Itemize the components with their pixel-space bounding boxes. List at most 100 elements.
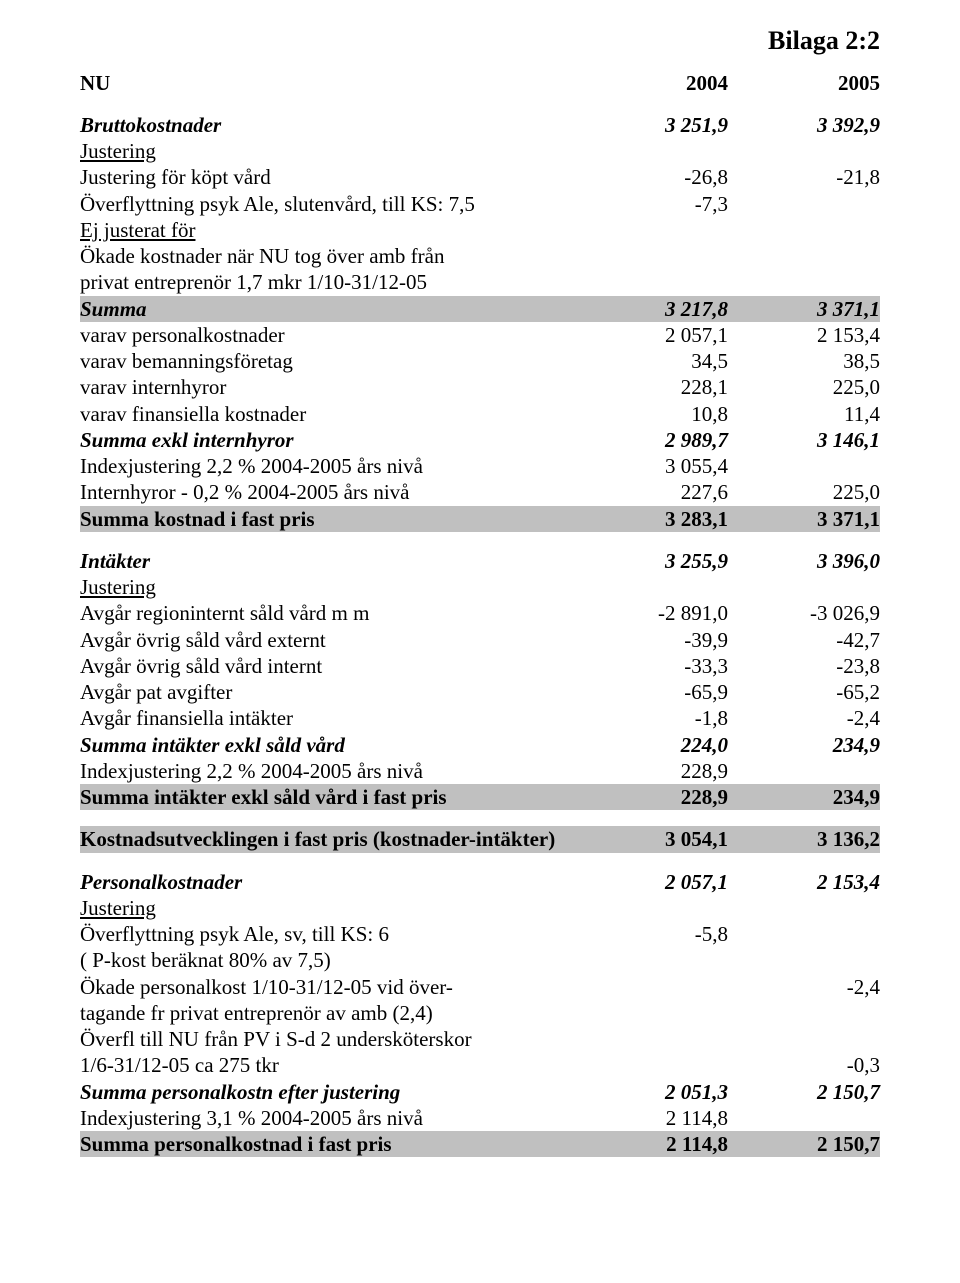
table-row: privat entreprenör 1,7 mkr 1/10-31/12-05 — [80, 269, 880, 295]
row-label: ( P-kost beräknat 80% av 7,5) — [80, 948, 331, 972]
row-value-2: 3 371,1 — [817, 507, 880, 531]
table-row — [80, 810, 880, 826]
row-value-2: 234,9 — [833, 733, 880, 757]
row-value-2: 2 150,7 — [817, 1132, 880, 1156]
table-row: Avgår övrig såld vård externt-39,9-42,7 — [80, 627, 880, 653]
header-row: NU 2004 2005 — [80, 70, 880, 96]
table-row: Överfl till NU från PV i S-d 2 undersköt… — [80, 1026, 880, 1052]
spacer — [80, 96, 880, 112]
row-value-2: -21,8 — [836, 165, 880, 189]
row-label: Personalkostnader — [80, 870, 242, 894]
row-value-1: 227,6 — [681, 480, 728, 504]
row-label: Bruttokostnader — [80, 113, 221, 137]
row-label: Justering för köpt vård — [80, 165, 271, 189]
year2-label: 2005 — [838, 71, 880, 95]
table-row: varav internhyror 228,1 225,0 — [80, 374, 880, 400]
table-row: Summa personalkostn efter justering2 051… — [80, 1079, 880, 1105]
row-value-2: 3 392,9 — [817, 113, 880, 137]
row-value-1: -5,8 — [695, 922, 728, 946]
table-row: Avgår regioninternt såld vård m m-2 891,… — [80, 600, 880, 626]
row-label: Indexjustering 3,1 % 2004-2005 års nivå — [80, 1106, 423, 1130]
row-label: Ökade personalkost 1/10-31/12-05 vid öve… — [80, 975, 453, 999]
table-row: ( P-kost beräknat 80% av 7,5) — [80, 947, 880, 973]
row-value-2: -23,8 — [836, 654, 880, 678]
table-row: Bruttokostnader 3 251,9 3 392,9 — [80, 112, 880, 138]
table-row: Summa3 217,83 371,1 — [80, 296, 880, 322]
table-row: Summa kostnad i fast pris3 283,13 371,1 — [80, 506, 880, 532]
row-label: Avgår övrig såld vård internt — [80, 654, 322, 678]
table-row: Indexjustering 2,2 % 2004-2005 års nivå2… — [80, 758, 880, 784]
row-value-2: -65,2 — [836, 680, 880, 704]
row-value-2: 225,0 — [833, 375, 880, 399]
row-label: Avgår övrig såld vård externt — [80, 628, 326, 652]
financial-table: NU 2004 2005 Bruttokostnader 3 251,9 3 392… — [80, 70, 880, 1158]
row-value-1: -33,3 — [684, 654, 728, 678]
table-row: Personalkostnader 2 057,1 2 153,4 — [80, 869, 880, 895]
table-row: Justering — [80, 895, 880, 921]
row-value-2: 3 396,0 — [817, 549, 880, 573]
row-value-1: 2 989,7 — [665, 428, 728, 452]
table-row: Ökade personalkost 1/10-31/12-05 vid öve… — [80, 974, 880, 1000]
row-label: Summa intäkter exkl såld vård i fast pri… — [80, 785, 447, 809]
table-row: Internhyror - 0,2 % 2004-2005 års nivå 22… — [80, 479, 880, 505]
year1-label: 2004 — [686, 71, 728, 95]
row-value-2: 38,5 — [843, 349, 880, 373]
row-value-2: -2,4 — [847, 975, 880, 999]
table-row: Summa intäkter exkl såld vård i fast pri… — [80, 784, 880, 810]
row-value-2: 2 153,4 — [817, 870, 880, 894]
org-label: NU — [80, 71, 110, 95]
row-label: Avgår finansiella intäkter — [80, 706, 293, 730]
row-value-2: 11,4 — [844, 402, 880, 426]
row-value-1: -26,8 — [684, 165, 728, 189]
table-row: Justering — [80, 138, 880, 164]
row-value-2: 2 153,4 — [817, 323, 880, 347]
table-row: varav finansiella kostnader10,811,4 — [80, 401, 880, 427]
row-label: Avgår pat avgifter — [80, 680, 232, 704]
table-row: Avgår finansiella intäkter -1,8 -2,4 — [80, 705, 880, 731]
row-value-1: -1,8 — [695, 706, 728, 730]
row-label: Justering — [80, 896, 156, 920]
row-label: Överflyttning psyk Ale, slutenvård, till… — [80, 192, 475, 216]
row-value-1: 228,1 — [681, 375, 728, 399]
row-label: varav bemanningsföretag — [80, 349, 293, 373]
row-value-1: 2 057,1 — [665, 323, 728, 347]
row-value-2: -2,4 — [847, 706, 880, 730]
row-label: Justering — [80, 139, 156, 163]
table-row — [80, 853, 880, 869]
table-row: Intäkter3 255,93 396,0 — [80, 548, 880, 574]
table-row: Avgår pat avgifter-65,9-65,2 — [80, 679, 880, 705]
row-label: 1/6-31/12-05 ca 275 tkr — [80, 1053, 279, 1077]
row-label: Ökade kostnader när NU tog över amb från — [80, 244, 444, 268]
row-value-1: 34,5 — [691, 349, 728, 373]
table-row — [80, 532, 880, 548]
row-label: Intäkter — [80, 549, 150, 573]
table-row: Indexjustering 2,2 % 2004-2005 års nivå3… — [80, 453, 880, 479]
row-label: Internhyror - 0,2 % 2004-2005 års nivå — [80, 480, 410, 504]
row-label: Kostnadsutvecklingen i fast pris (kostna… — [80, 827, 555, 851]
row-value-2: 3 146,1 — [817, 428, 880, 452]
row-label: Avgår regioninternt såld vård m m — [80, 601, 369, 625]
table-row: Ökade kostnader när NU tog över amb från — [80, 243, 880, 269]
row-label: Summa exkl internhyror — [80, 428, 294, 452]
table-row: Summa intäkter exkl såld vård224,0234,9 — [80, 732, 880, 758]
row-label: Summa kostnad i fast pris — [80, 507, 315, 531]
row-value-1: -7,3 — [695, 192, 728, 216]
row-label: varav internhyror — [80, 375, 226, 399]
table-row: Justering — [80, 574, 880, 600]
row-label: Summa personalkostnad i fast pris — [80, 1132, 392, 1156]
row-value-2: 2 150,7 — [817, 1080, 880, 1104]
row-label: Ej justerat för — [80, 218, 195, 242]
row-label: privat entreprenör 1,7 mkr 1/10-31/12-05 — [80, 270, 427, 294]
row-value-1: 2 114,8 — [666, 1106, 728, 1130]
row-value-1: 2 057,1 — [665, 870, 728, 894]
row-value-1: 3 251,9 — [665, 113, 728, 137]
table-row: Summa personalkostnad i fast pris2 114,8… — [80, 1131, 880, 1157]
row-label: varav finansiella kostnader — [80, 402, 306, 426]
row-label: Indexjustering 2,2 % 2004-2005 års nivå — [80, 454, 423, 478]
row-label: Justering — [80, 575, 156, 599]
table-row: Överflyttning psyk Ale, sv, till KS: 6 -5… — [80, 921, 880, 947]
row-label: Överflyttning psyk Ale, sv, till KS: 6 — [80, 922, 389, 946]
row-value-1: 228,9 — [681, 759, 728, 783]
row-label: varav personalkostnader — [80, 323, 285, 347]
row-label: tagande fr privat entreprenör av amb (2,… — [80, 1001, 433, 1025]
